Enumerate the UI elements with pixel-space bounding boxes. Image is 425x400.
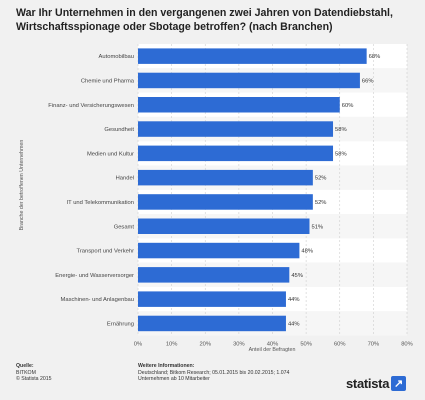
bar[interactable] — [138, 194, 313, 210]
value-label: 52% — [315, 176, 327, 182]
category-label: Maschinen- und Anlagenbau — [61, 297, 134, 303]
x-tick-label: 60% — [334, 342, 346, 348]
x-axis-label: Anteil der Befragten — [249, 347, 296, 353]
value-label: 58% — [335, 127, 347, 133]
bar[interactable] — [138, 315, 286, 332]
bar[interactable] — [138, 48, 367, 64]
category-label: Ernährung — [107, 321, 134, 327]
category-label: Transport und Verkehr — [77, 249, 135, 255]
value-label: 44% — [288, 297, 300, 303]
x-tick-label: 40% — [267, 342, 279, 348]
source-heading: Quelle: — [16, 363, 34, 369]
bar[interactable] — [138, 242, 300, 259]
category-labels: Automobilbau Chemie und Pharma Finanz- und… — [48, 54, 134, 327]
category-label: Energie- und Wasserversorger — [55, 273, 134, 279]
category-label: Gesundheit — [104, 127, 134, 133]
value-label: 58% — [335, 151, 347, 157]
bar[interactable] — [138, 121, 334, 137]
category-label: IT und Telekommunikation — [67, 200, 134, 206]
bar[interactable] — [138, 267, 290, 283]
info-line: Unternehmen ab 10 Mitarbeiter — [138, 376, 210, 383]
source-line: © Statista 2015 — [16, 376, 52, 383]
bar[interactable] — [138, 291, 286, 307]
category-label: Finanz- und Versicherungswesen — [48, 103, 134, 109]
value-label: 66% — [362, 78, 374, 84]
value-label: 44% — [288, 321, 300, 327]
value-labels: 68% 66% 60% 58% 58% 52% 52% 51% 48% 45% 44% 44% — [288, 54, 380, 327]
category-label: Handel — [116, 176, 134, 182]
x-tick-label: 0% — [134, 342, 142, 348]
value-label: 52% — [315, 200, 327, 206]
bar[interactable] — [138, 72, 360, 89]
x-tick-label: 10% — [166, 342, 178, 348]
x-tick-label: 70% — [368, 342, 380, 348]
value-label: 51% — [311, 224, 323, 230]
x-tick-label: 30% — [233, 342, 245, 348]
info-heading: Weitere Informationen: — [138, 363, 195, 369]
value-label: 45% — [291, 273, 303, 279]
info-line: Deutschland; Bitkom Research; 05.01.2015… — [138, 369, 290, 376]
category-label: Chemie und Pharma — [81, 78, 135, 84]
logo-text: statista — [346, 375, 390, 391]
x-tick-label: 20% — [199, 342, 211, 348]
bar[interactable] — [138, 169, 313, 186]
x-tick-labels: 0% 10% 20% 30% 40% 50% 60% 70% 80% — [134, 342, 413, 348]
bars — [138, 48, 367, 332]
bar[interactable] — [138, 218, 310, 235]
bar[interactable] — [138, 97, 340, 113]
source-line: BITKOM — [16, 369, 36, 376]
category-label: Gesamt — [114, 224, 135, 230]
value-label: 68% — [369, 54, 381, 60]
y-axis-label: Branche der betroffenen Unternehmen — [19, 140, 25, 231]
category-label: Automobilbau — [99, 54, 134, 60]
info-block: Weitere Informationen: Deutschland; Bitk… — [138, 363, 289, 383]
bar[interactable] — [138, 145, 334, 162]
statista-logo[interactable]: statista ↗ — [346, 374, 407, 392]
chart-title: War Ihr Unternehmen in den vergangenen z… — [16, 7, 393, 33]
x-tick-label: 50% — [300, 342, 312, 348]
value-label: 48% — [301, 249, 313, 255]
gridlines — [137, 44, 408, 336]
source-block: Quelle: BITKOM © Statista 2015 — [16, 363, 52, 383]
arrow-icon: ↗ — [391, 375, 407, 391]
value-label: 60% — [342, 103, 354, 109]
x-tick-label: 80% — [401, 342, 413, 348]
category-label: Medien und Kultur — [87, 151, 134, 157]
